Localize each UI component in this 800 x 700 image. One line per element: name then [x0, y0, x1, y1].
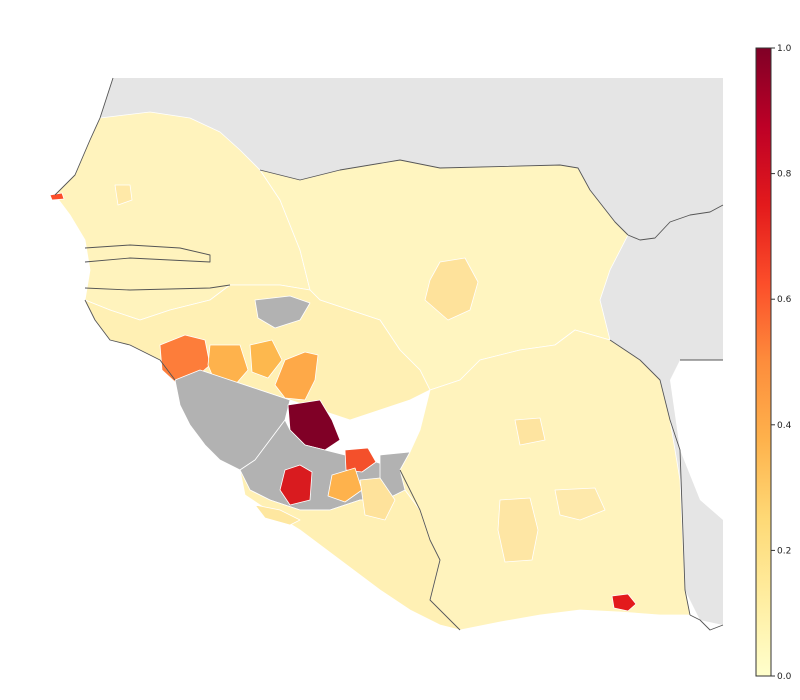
region-guinea-middle-2 [249, 339, 283, 379]
border-mauritania [54, 77, 114, 196]
region-guinea-kankan [274, 351, 319, 401]
legend-colorbar [755, 47, 772, 677]
legend-tick-label: 0.4 [777, 421, 792, 431]
legend: 1.0 0.8 0.6 0.4 0.2 0.0 [755, 44, 792, 682]
study-area [49, 111, 691, 631]
region-guinea-nodata [254, 295, 311, 329]
legend-tick-label: 0.2 [777, 546, 791, 556]
region-liberia-southwest [254, 504, 301, 526]
border-east-coast [689, 614, 724, 631]
legend-tick-label: 0.0 [777, 672, 792, 682]
surrounding-land [100, 78, 723, 625]
legend-ticks: 1.0 0.8 0.6 0.4 0.2 0.0 [771, 44, 792, 682]
border-ivory-ghana [609, 339, 691, 616]
region-cote-divoire [399, 329, 691, 631]
region-abidjan-area [611, 593, 637, 612]
region-ivory-coast-west [497, 497, 539, 563]
country-borders [54, 77, 724, 631]
border-liberia-ivory [399, 469, 461, 631]
nigeria-ghana-east [600, 205, 723, 625]
legend-tick-label: 0.8 [777, 170, 792, 180]
region-sierra-leone-central [279, 464, 313, 506]
region-liberia-grand-gedeh [359, 477, 396, 521]
region-senegal-interior [114, 184, 133, 206]
border-coast-southwest [84, 299, 176, 381]
border-gambia [84, 244, 211, 263]
region-mali-interior [424, 257, 479, 321]
region-kailahun-kenema [344, 447, 377, 473]
mauritania-mali-north [100, 78, 723, 240]
region-ivory-coast-central [514, 417, 546, 446]
legend-tick-label: 1.0 [777, 44, 792, 54]
border-mali-mauritania [259, 159, 629, 236]
region-liberia-lofa-east [327, 467, 363, 503]
region-ivory-coast-north [554, 487, 606, 521]
region-dakar [49, 192, 65, 201]
border-east-1 [627, 204, 724, 241]
legend-tick-label: 0.6 [777, 295, 792, 305]
border-senegal-guinea-bissau [84, 284, 231, 291]
